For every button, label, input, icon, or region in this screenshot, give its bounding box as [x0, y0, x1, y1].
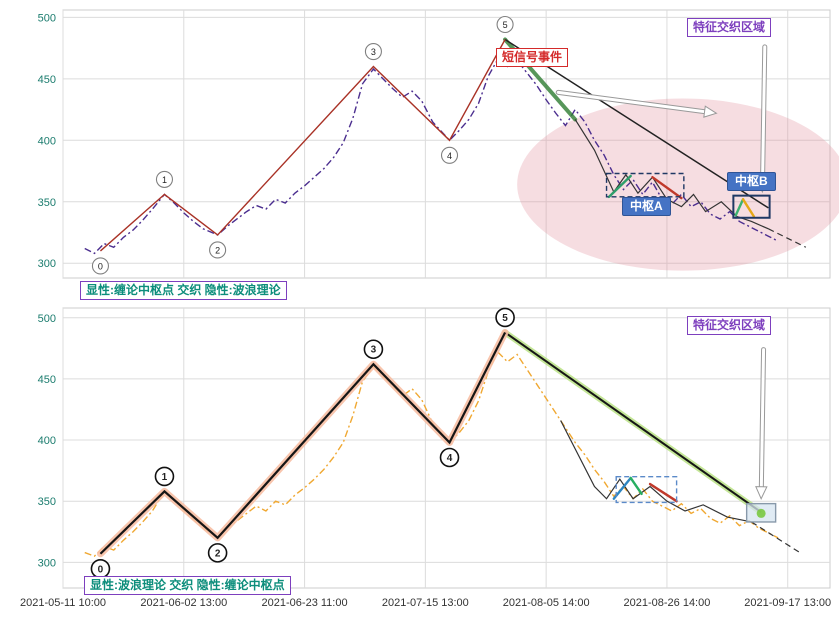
- plot-area: [62, 9, 831, 279]
- wave-point-circle: [495, 307, 515, 328]
- wave-point-circle: [439, 447, 460, 468]
- wave-point-label: 4: [447, 453, 453, 464]
- y-tick-label: 300: [38, 258, 56, 270]
- wave-point-circle: [154, 466, 175, 487]
- wave-line: [99, 331, 507, 555]
- wave-point-label: 5: [503, 20, 508, 30]
- pivot-b-label: 中枢B: [727, 172, 776, 191]
- wave-point-circle: [440, 146, 459, 164]
- pivot-a-label: 中枢A: [622, 197, 671, 216]
- x-tick-label: 2021-05-11 10:00: [20, 597, 106, 609]
- annotation-arrow-shaft: [761, 45, 767, 182]
- wave-point-label: 5: [502, 313, 508, 324]
- x-tick-label: 2021-06-02 13:00: [140, 597, 227, 609]
- y-tick-label: 450: [38, 374, 56, 386]
- wave-point-circle: [209, 241, 227, 259]
- y-tick-label: 450: [38, 74, 56, 86]
- y-tick-label: 500: [38, 313, 56, 325]
- wave-point-label: 4: [447, 151, 452, 161]
- wave-point-circle: [496, 15, 514, 34]
- wave-point-label: 0: [98, 564, 104, 575]
- y-tick-label: 400: [38, 435, 56, 447]
- top-chart-caption: 显性:缠论中枢点 交织 隐性:波浪理论: [80, 281, 287, 300]
- x-tick-label: 2021-09-17 13:00: [744, 597, 831, 609]
- wave-point-label: 3: [371, 47, 376, 57]
- wave-point-label: 1: [162, 472, 168, 483]
- y-tick-label: 350: [38, 197, 56, 209]
- trendline: [504, 38, 769, 209]
- pivot-segment: [651, 175, 683, 200]
- wave-point-label: 3: [371, 345, 377, 356]
- wave-point-label: 2: [215, 245, 220, 255]
- wave-point-circle: [155, 170, 174, 188]
- x-tick-label: 2021-08-05 14:00: [503, 597, 590, 609]
- plot-area: [62, 307, 831, 589]
- signal-event-label: 短信号事件: [496, 48, 569, 67]
- decline-tail: [768, 228, 807, 248]
- trendline: [504, 331, 762, 514]
- wave-point-circle: [91, 257, 109, 275]
- wave-line: [99, 39, 506, 252]
- y-tick-label: 300: [38, 557, 56, 569]
- wave-point-circle: [363, 339, 384, 360]
- pivot-segment: [629, 476, 643, 496]
- feature-region-label-bottom: 特征交织区域: [687, 316, 772, 335]
- x-tick-label: 2021-06-23 11:00: [262, 597, 348, 609]
- annotation-arrow-shaft: [556, 90, 707, 114]
- annotation-arrow-shaft: [759, 348, 766, 489]
- annotation-arrow-head: [703, 105, 718, 118]
- wave-point-circle: [207, 543, 228, 563]
- wave-point-circle: [364, 43, 382, 61]
- pivot-segment: [741, 198, 756, 218]
- end-marker: [756, 508, 766, 518]
- x-tick-label: 2021-08-26 14:00: [624, 597, 711, 609]
- feature-region-label-top: 特征交织区域: [687, 18, 772, 37]
- decline-zigzag: [560, 420, 752, 523]
- pivot-box: [615, 476, 678, 504]
- y-tick-label: 500: [38, 12, 56, 24]
- pivot-segment: [607, 174, 632, 199]
- pivot-box: [605, 172, 685, 198]
- pivot-segment: [734, 198, 745, 217]
- x-tick-label: 2021-07-15 13:00: [382, 597, 469, 609]
- wave-point-label: 0: [98, 261, 103, 271]
- y-tick-label: 400: [38, 135, 56, 147]
- annotation-arrow-head: [755, 486, 768, 500]
- y-tick-label: 350: [38, 496, 56, 508]
- bottom-chart-caption: 显性:波浪理论 交织 隐性:缠论中枢点: [84, 576, 291, 595]
- pivot-segment: [648, 482, 678, 503]
- pivot-box: [732, 194, 771, 219]
- feature-region-ellipse: [517, 98, 839, 271]
- wave-point-label: 2: [215, 548, 221, 559]
- wave-point-label: 1: [162, 175, 167, 185]
